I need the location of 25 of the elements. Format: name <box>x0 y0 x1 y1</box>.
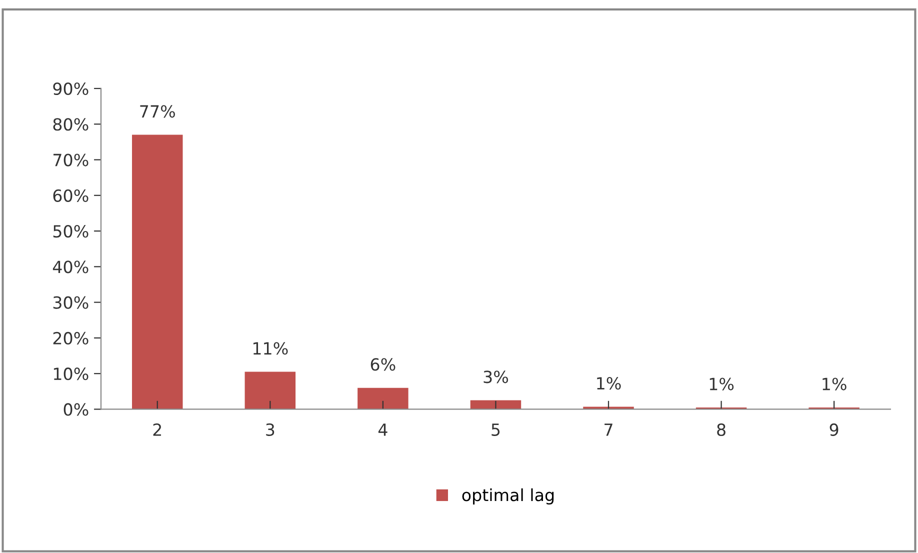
y-tick-label: 90% <box>53 82 88 96</box>
y-tick-label: 0% <box>64 403 88 416</box>
x-tick-label: 2 <box>153 423 162 436</box>
data-label: 1% <box>822 378 846 390</box>
x-tick-label: 8 <box>717 423 726 436</box>
data-label: 6% <box>370 358 396 371</box>
data-label: 3% <box>484 370 508 384</box>
y-tick-label: 60% <box>53 189 88 202</box>
data-label: 1% <box>597 377 621 390</box>
legend-label: optimal lag <box>462 488 554 504</box>
y-tick-label: 10% <box>54 368 88 380</box>
data-label: 1% <box>710 378 734 390</box>
x-tick-label: 4 <box>378 424 388 436</box>
y-tick-label: 50% <box>53 224 88 238</box>
x-tick-label: 3 <box>266 423 274 436</box>
y-tick-label: 40% <box>52 260 88 274</box>
x-tick-label: 9 <box>830 423 838 436</box>
y-tick-label: 20% <box>53 332 88 345</box>
y-tick-label: 70% <box>53 154 88 166</box>
y-tick-label: 30% <box>53 296 88 309</box>
data-label: 11% <box>253 342 288 355</box>
x-tick-label: 7 <box>604 424 612 436</box>
x-tick-label: 5 <box>492 424 500 436</box>
data-label: 77% <box>140 105 175 118</box>
y-tick-label: 80% <box>53 118 88 131</box>
